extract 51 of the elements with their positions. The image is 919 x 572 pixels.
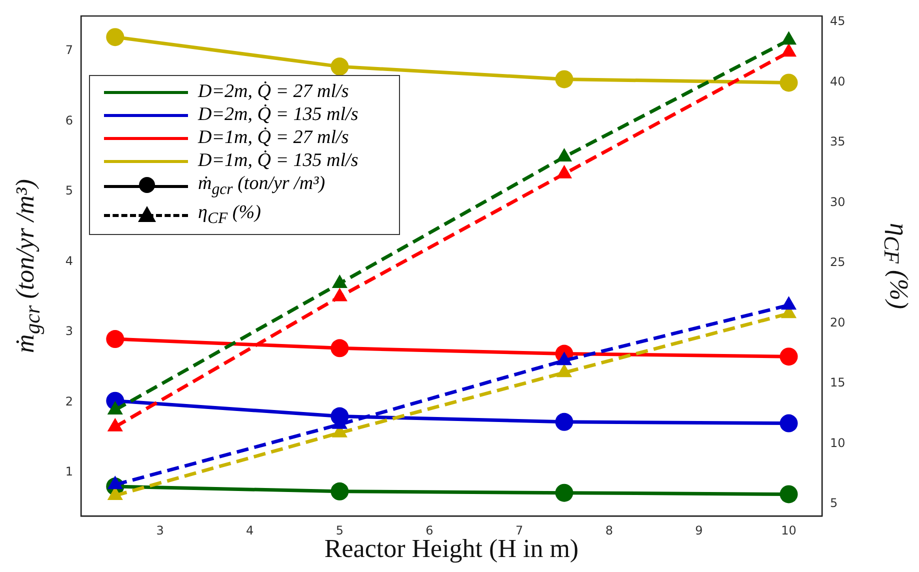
point xyxy=(780,348,798,366)
point xyxy=(780,31,797,45)
y-tick-label: 2 xyxy=(65,394,73,408)
y2-tick-label: 10 xyxy=(830,436,846,450)
point xyxy=(555,484,574,502)
y2-tick-label: 5 xyxy=(830,496,838,510)
point xyxy=(107,476,123,490)
point xyxy=(556,148,572,162)
legend-label: D=1m, Q̇ = 27 ml/s xyxy=(198,126,349,149)
point xyxy=(780,43,797,57)
point xyxy=(106,330,124,348)
point xyxy=(556,352,572,366)
point xyxy=(555,412,574,431)
point xyxy=(107,400,123,414)
point xyxy=(332,288,348,302)
y2-tick-label: 20 xyxy=(830,315,846,330)
point xyxy=(332,274,348,288)
point xyxy=(107,418,123,432)
point xyxy=(330,339,349,358)
legend-label: D=1m, Q̇ = 135 ml/s xyxy=(198,149,358,172)
point xyxy=(556,364,572,378)
point xyxy=(780,296,797,310)
point xyxy=(556,164,572,178)
annotation: ṁ$_{gcr}$ (ton/yr /m³) xyxy=(198,172,326,200)
point xyxy=(106,28,124,46)
point xyxy=(330,58,349,76)
y-tick-label: 4 xyxy=(65,254,73,268)
x-tick-label: 9 xyxy=(695,523,703,538)
y2-tick-label: 40 xyxy=(830,74,846,88)
x-tick-label: 4 xyxy=(246,523,254,538)
point xyxy=(780,485,798,504)
point xyxy=(555,70,574,88)
point xyxy=(780,414,798,432)
legend-label: D=2m, Q̇ = 27 ml/s xyxy=(198,80,349,103)
y-tick-label: 3 xyxy=(65,324,73,338)
y2-tick-label: 30 xyxy=(830,194,846,209)
legend-label: D=2m, Q̇ = 135 ml/s xyxy=(198,103,358,126)
x-tick-label: 8 xyxy=(605,523,613,538)
y-tick-label: 5 xyxy=(65,184,73,198)
point xyxy=(780,74,798,92)
y2-tick-label: 45 xyxy=(830,14,846,28)
y-tick-label: 6 xyxy=(65,113,73,128)
y-tick-label: 1 xyxy=(65,464,73,479)
point xyxy=(330,482,349,500)
y2-tick-label: 15 xyxy=(830,376,846,390)
x-tick-label: 10 xyxy=(781,523,796,538)
y-tick-label: 7 xyxy=(65,43,73,58)
y2-tick-label: 35 xyxy=(830,134,846,149)
y2-tick-label: 25 xyxy=(830,255,846,270)
annotation: η$_{CF}$ (%) xyxy=(198,200,261,229)
x-tick-label: 3 xyxy=(156,523,164,538)
